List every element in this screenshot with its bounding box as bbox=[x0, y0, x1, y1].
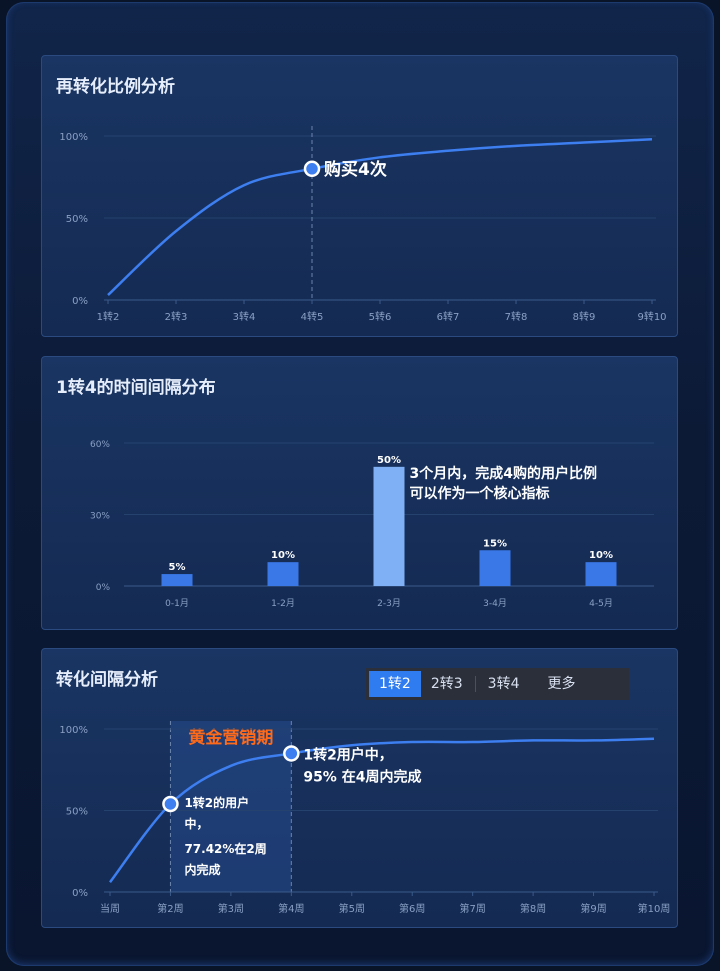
bar bbox=[161, 574, 193, 586]
band-label: 黄金营销期 bbox=[188, 727, 273, 748]
interval-distribution-chart: 0% 30% 60% 5% 0-1月 10% 1-2月 50% 2-3月 15% 3-4月 10% 4-… bbox=[90, 440, 654, 609]
x-tick-label: 3转4 bbox=[233, 310, 256, 323]
interval-distribution-panel: 1转4的时间间隔分布 0% 30% 60% 5% 0-1月 10% 1-2月 50% 2-3月 1… bbox=[41, 356, 678, 630]
x-tick-label: 4转5 bbox=[301, 310, 324, 323]
annotation-marker bbox=[303, 160, 321, 178]
x-tick-label: 5转6 bbox=[369, 310, 392, 323]
panel-title: 再转化比例分析 bbox=[56, 77, 175, 97]
x-tick-label: 0-1月 bbox=[165, 598, 189, 609]
bar-value-label: 10% bbox=[589, 550, 613, 561]
x-tick-label: 第8周 bbox=[520, 902, 546, 915]
conversion-interval-chart: 黄金营销期 0% 50% 100% 当周 第2周 第3周 第4周 第5周 第6周 第7周 第8周 第9周… bbox=[59, 721, 671, 915]
annotation-text: 1转2用户中， bbox=[303, 746, 392, 763]
x-tick-label: 第6周 bbox=[399, 902, 425, 915]
y-tick-label: 100% bbox=[59, 132, 88, 143]
x-tick-label: 第4周 bbox=[278, 902, 304, 915]
annotation-text: 内完成 bbox=[184, 862, 220, 877]
x-tick-label: 9转10 bbox=[637, 310, 666, 323]
annotation-marker bbox=[283, 745, 300, 762]
y-tick-label: 50% bbox=[66, 214, 88, 225]
bar-value-label: 10% bbox=[271, 550, 295, 561]
conversion-ratio-panel: 再转化比例分析 0% 50% 100% 1转2 2转3 3转4 4转5 5转6 6转7 7转8 8转… bbox=[41, 55, 678, 337]
bar bbox=[373, 466, 405, 586]
x-tick-label: 当周 bbox=[100, 902, 120, 915]
annotation-text: 77.42%在2周 bbox=[184, 841, 266, 856]
annotation-text: 95% 在4周内完成 bbox=[303, 768, 421, 785]
bar-value-label: 50% bbox=[377, 455, 401, 466]
y-tick-label: 60% bbox=[90, 440, 110, 450]
series-line bbox=[107, 138, 653, 296]
x-tick-label: 1转2 bbox=[97, 310, 120, 323]
conversion-ratio-chart: 0% 50% 100% 1转2 2转3 3转4 4转5 5转6 6转7 7转8 8转9 9转10 购买4… bbox=[59, 126, 667, 323]
x-tick-label: 4-5月 bbox=[589, 598, 613, 609]
y-tick-label: 0% bbox=[96, 583, 111, 593]
panel-title: 转化间隔分析 bbox=[56, 670, 158, 690]
y-tick-label: 0% bbox=[72, 888, 88, 899]
x-tick-label: 8转9 bbox=[573, 310, 596, 323]
conversion-interval-panel: 转化间隔分析 1转2 2转3 3转4 更多 黄金营销期 0% 50% 100% 当周 第2… bbox=[41, 648, 678, 928]
x-tick-label: 2转3 bbox=[165, 310, 188, 323]
annotation-text: 中， bbox=[184, 816, 208, 831]
annotation-text: 1转2的用户 bbox=[184, 795, 249, 810]
x-tick-label: 第7周 bbox=[459, 902, 485, 915]
x-tick-label: 1-2月 bbox=[271, 598, 295, 609]
series-line bbox=[109, 737, 655, 883]
x-tick-label: 2-3月 bbox=[377, 598, 401, 609]
x-tick-label: 第10周 bbox=[638, 902, 671, 915]
bar-value-label: 15% bbox=[483, 538, 507, 549]
y-tick-label: 50% bbox=[66, 807, 88, 818]
annotation-marker bbox=[162, 795, 179, 813]
x-tick-label: 第3周 bbox=[218, 902, 244, 915]
bar bbox=[479, 550, 511, 586]
golden-period-band bbox=[170, 721, 292, 892]
x-tick-label: 6转7 bbox=[437, 310, 460, 323]
y-tick-label: 30% bbox=[90, 512, 110, 522]
bar bbox=[267, 562, 299, 586]
tab-divider bbox=[474, 676, 476, 692]
annotation-label: 购买4次 bbox=[324, 159, 387, 180]
x-tick-label: 第9周 bbox=[580, 902, 606, 915]
conversion-tab-switcher: 1转2 2转3 3转4 更多 bbox=[366, 668, 629, 700]
annotation-text: 可以作为一个核心指标 bbox=[410, 485, 550, 502]
tab-1to2[interactable]: 1转2 bbox=[369, 671, 421, 697]
bar bbox=[585, 562, 617, 586]
y-tick-label: 100% bbox=[59, 725, 88, 736]
x-tick-label: 7转8 bbox=[505, 310, 528, 323]
annotation-text: 3个月内，完成4购的用户比例 bbox=[410, 465, 597, 482]
panel-title: 1转4的时间间隔分布 bbox=[56, 378, 216, 398]
tab-2to3[interactable]: 2转3 bbox=[430, 676, 463, 692]
y-tick-label: 0% bbox=[72, 296, 88, 307]
x-tick-label: 3-4月 bbox=[483, 598, 507, 609]
tab-3to4[interactable]: 3转4 bbox=[487, 676, 520, 692]
x-tick-label: 第5周 bbox=[339, 902, 365, 915]
bar-value-label: 5% bbox=[169, 562, 186, 573]
tab-more[interactable]: 更多 bbox=[547, 676, 576, 692]
x-tick-label: 第2周 bbox=[157, 902, 183, 915]
